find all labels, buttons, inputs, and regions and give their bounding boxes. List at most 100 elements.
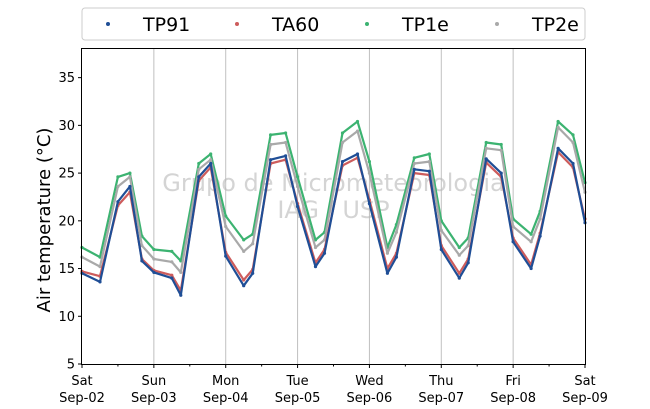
data-point (179, 270, 183, 274)
legend-marker (235, 22, 239, 26)
data-point (140, 244, 144, 248)
x-tick-day-label: Mon (212, 374, 239, 389)
series-line (81, 147, 587, 297)
series-line (81, 126, 587, 274)
data-point (296, 184, 300, 189)
data-point (209, 152, 213, 156)
data-point (466, 244, 470, 248)
data-point (179, 293, 183, 297)
y-axis: 5 10 15 20 25 30 35 (58, 71, 82, 373)
data-point (556, 119, 560, 124)
data-point (128, 184, 132, 189)
data-point (355, 129, 360, 133)
data-point (251, 242, 255, 246)
data-point (242, 238, 246, 242)
data-point (209, 158, 213, 162)
data-point (367, 160, 371, 164)
data-point (571, 161, 575, 166)
data-point (457, 276, 461, 280)
x-tick-date-label: Sep-04 (203, 391, 249, 406)
x-tick-date-label: Sep-07 (418, 391, 464, 406)
data-point (296, 175, 300, 179)
legend-item-ta60: TA60 (235, 14, 319, 36)
x-tick-date-label: Sep-03 (131, 391, 177, 406)
data-point (116, 184, 120, 189)
data-point (571, 140, 575, 145)
x-axis: Sat Sep-02 Sun Sep-03 Mon Sep-04 Tue Sep-05 Wed S… (59, 364, 608, 406)
legend-frame (81, 7, 586, 41)
y-tick-label: 25 (58, 167, 75, 182)
data-point (439, 247, 443, 252)
data-point (340, 131, 345, 135)
data-point (98, 265, 102, 269)
data-point (251, 271, 255, 275)
data-point (511, 240, 515, 244)
data-point (367, 171, 371, 175)
data-point (128, 175, 132, 179)
data-point (284, 131, 288, 135)
data-point (224, 224, 228, 229)
legend-item-tp1e: TP1e (365, 14, 449, 36)
y-axis-title: Air temperature (°C) (34, 128, 55, 313)
data-point (152, 257, 156, 261)
data-point (269, 142, 273, 147)
data-point (340, 160, 345, 164)
series-tp91 (80, 146, 587, 297)
data-point (170, 273, 174, 277)
data-point (269, 158, 273, 162)
data-point (98, 255, 102, 259)
data-point (439, 228, 443, 232)
data-point (313, 265, 318, 269)
legend-item-tp91: TP91 (106, 14, 190, 36)
x-tick-date-label: Sep-06 (347, 391, 393, 406)
x-tick-day-label: Thu (428, 374, 453, 389)
data-point (209, 161, 213, 166)
data-point (313, 245, 318, 250)
data-point (466, 261, 470, 265)
x-tick-day-label: Fri (505, 374, 521, 389)
data-point (313, 238, 318, 242)
data-point (529, 232, 533, 236)
legend-item-tp2e: TP2e (495, 14, 579, 36)
legend-marker (365, 22, 369, 26)
y-tick-label: 20 (58, 214, 75, 229)
x-tick-day-label: Sat (574, 374, 595, 389)
data-point (284, 140, 288, 145)
data-point (499, 171, 503, 175)
legend-marker (495, 22, 499, 26)
data-point (529, 240, 533, 244)
x-tick-day-label: Tue (285, 374, 308, 389)
data-point (427, 152, 431, 156)
data-point (152, 247, 156, 252)
data-point (499, 148, 503, 152)
data-point (197, 161, 201, 166)
x-tick-day-label: Wed (355, 374, 383, 389)
data-point (529, 266, 533, 271)
legend-label: TP91 (142, 14, 190, 36)
data-point (355, 152, 360, 156)
data-point (98, 280, 102, 284)
data-point (197, 175, 201, 179)
data-point (269, 133, 273, 137)
data-point (457, 253, 461, 257)
data-point (394, 255, 398, 259)
data-point (197, 167, 201, 171)
legend-marker (106, 22, 110, 26)
data-point (296, 204, 300, 209)
data-point (457, 271, 461, 275)
data-point (484, 146, 488, 150)
data-point (242, 284, 246, 288)
y-tick-label: 15 (58, 262, 75, 277)
legend-label: TA60 (271, 14, 319, 36)
data-point (484, 157, 488, 161)
data-point (170, 260, 174, 264)
data-point (385, 251, 389, 255)
data-point (538, 217, 542, 221)
data-point (412, 161, 416, 166)
data-point (116, 200, 120, 204)
data-point (538, 234, 542, 238)
x-tick-date-label: Sep-09 (562, 391, 608, 406)
data-point (427, 169, 431, 173)
